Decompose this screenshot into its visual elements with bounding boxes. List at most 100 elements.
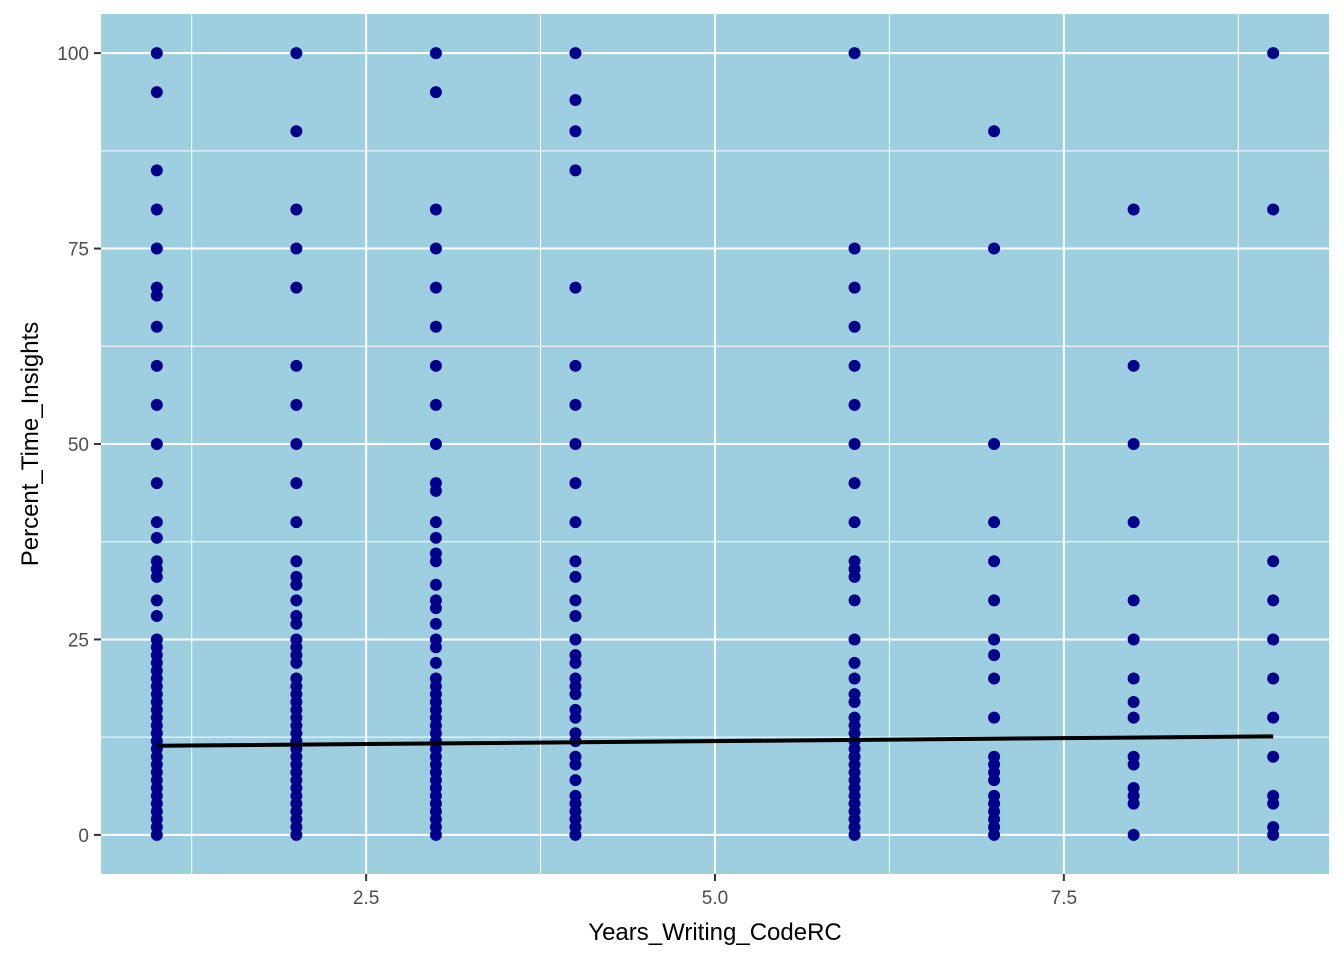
- data-point: [848, 656, 861, 669]
- data-point: [150, 633, 163, 646]
- data-point: [988, 649, 1001, 662]
- data-point: [150, 359, 163, 372]
- data-point: [429, 617, 442, 630]
- data-point: [290, 242, 303, 255]
- data-point: [569, 516, 582, 529]
- major-gridlines: [101, 14, 1329, 874]
- data-point: [290, 359, 303, 372]
- data-point: [290, 438, 303, 450]
- data-point: [150, 516, 163, 529]
- data-point: [429, 47, 442, 60]
- data-point: [150, 477, 163, 490]
- data-point: [848, 672, 861, 685]
- trend-line-group: [156, 734, 1274, 748]
- data-point: [150, 242, 163, 255]
- data-point: [569, 789, 582, 802]
- data-point: [429, 633, 442, 646]
- data-point: [290, 125, 303, 138]
- data-point: [569, 398, 582, 411]
- y-axis-ticks: 0 25 50 75 100: [57, 44, 101, 847]
- data-point: [429, 398, 442, 411]
- data-point: [1127, 750, 1140, 763]
- data-point: [988, 438, 1001, 450]
- data-point: [569, 774, 582, 787]
- y-tick-label: 25: [68, 630, 89, 651]
- data-point: [290, 281, 303, 294]
- data-point: [429, 203, 442, 216]
- y-tick-label: 100: [57, 44, 89, 65]
- data-point: [150, 555, 163, 568]
- data-point: [429, 547, 442, 560]
- data-point: [569, 477, 582, 490]
- data-point: [290, 633, 303, 646]
- data-point: [150, 203, 163, 216]
- data-point: [569, 164, 582, 177]
- data-point: [848, 320, 861, 333]
- data-point: [1127, 633, 1140, 646]
- data-point: [848, 438, 861, 450]
- data-point: [988, 633, 1001, 646]
- data-point: [569, 47, 582, 60]
- data-point: [988, 125, 1001, 138]
- data-point: [290, 610, 303, 622]
- data-point: [569, 610, 582, 622]
- data-point: [988, 242, 1001, 255]
- data-point: [150, 610, 163, 622]
- data-point: [1267, 750, 1280, 763]
- scatter-points: [150, 47, 1280, 841]
- data-point: [848, 398, 861, 411]
- data-point: [1127, 696, 1140, 708]
- data-point: [1127, 203, 1140, 216]
- data-point: [290, 47, 303, 60]
- data-point: [290, 203, 303, 216]
- data-point: [848, 477, 861, 490]
- data-point: [569, 594, 582, 607]
- data-point: [988, 594, 1001, 607]
- data-point: [569, 703, 582, 716]
- data-point: [569, 438, 582, 450]
- data-point: [429, 516, 442, 529]
- data-point: [150, 320, 163, 333]
- data-point: [429, 438, 442, 450]
- data-point: [569, 359, 582, 372]
- data-point: [150, 281, 163, 294]
- data-point: [429, 594, 442, 607]
- data-point: [290, 398, 303, 411]
- data-point: [429, 477, 442, 490]
- data-point: [1127, 782, 1140, 794]
- data-point: [569, 125, 582, 138]
- data-point: [290, 570, 303, 583]
- y-tick-label: 50: [68, 435, 89, 456]
- data-point: [150, 531, 163, 544]
- data-point: [150, 47, 163, 60]
- data-point: [569, 94, 582, 106]
- data-point: [1127, 516, 1140, 529]
- x-tick-label: 2.5: [353, 888, 379, 909]
- data-point: [150, 164, 163, 177]
- data-point: [290, 555, 303, 568]
- data-point: [569, 727, 582, 740]
- data-point: [848, 555, 861, 568]
- data-point: [290, 594, 303, 607]
- data-point: [1267, 594, 1280, 607]
- x-tick-label: 5.0: [702, 888, 728, 909]
- data-point: [1127, 359, 1140, 372]
- data-point: [1267, 203, 1280, 216]
- data-point: [1267, 47, 1280, 60]
- data-point: [848, 594, 861, 607]
- data-point: [1127, 438, 1140, 450]
- data-point: [429, 320, 442, 333]
- data-point: [848, 516, 861, 529]
- data-point: [429, 656, 442, 669]
- data-point: [988, 750, 1001, 763]
- data-point: [1267, 711, 1280, 724]
- data-point: [1127, 594, 1140, 607]
- y-tick-label: 75: [68, 240, 89, 261]
- data-point: [1127, 828, 1140, 841]
- data-point: [569, 633, 582, 646]
- data-point: [290, 516, 303, 529]
- data-point: [848, 688, 861, 701]
- data-point: [988, 672, 1001, 685]
- x-axis-title: Years_Writing_CodeRC: [588, 919, 841, 946]
